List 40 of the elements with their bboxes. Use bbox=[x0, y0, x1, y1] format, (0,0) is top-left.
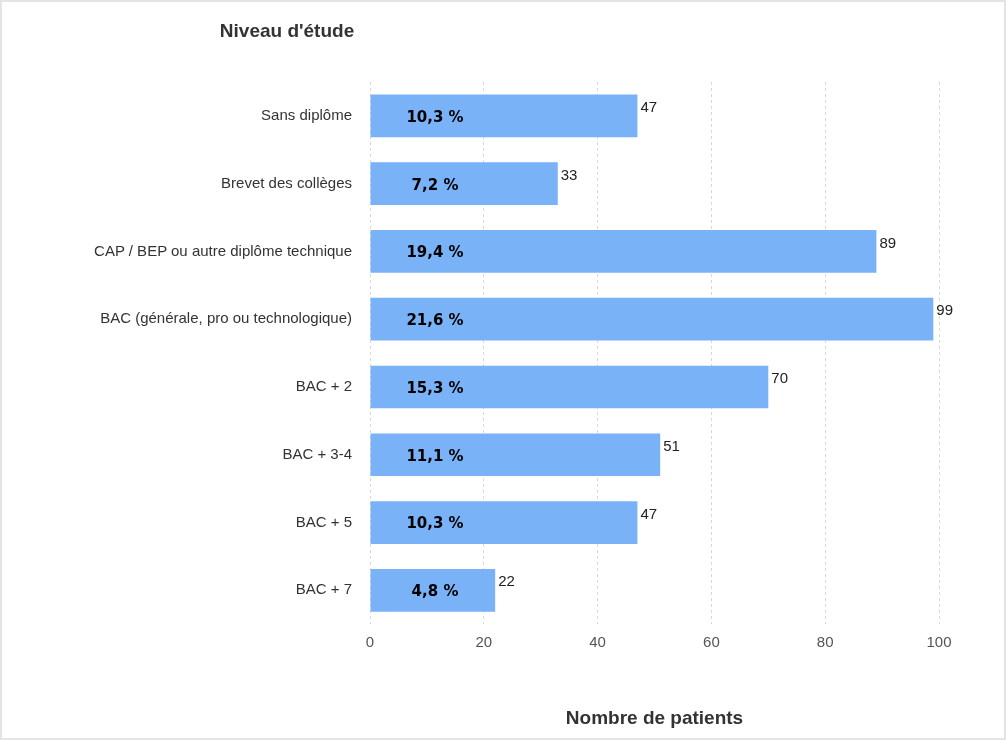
x-tick-label: 40 bbox=[589, 633, 606, 651]
x-tick-label: 60 bbox=[703, 633, 720, 651]
bar bbox=[370, 433, 661, 477]
x-tick-label: 0 bbox=[365, 633, 375, 651]
x-axis-title: Nombre de patients bbox=[565, 706, 744, 728]
x-tick-label: 100 bbox=[926, 633, 952, 651]
annotation: 4,8 % bbox=[411, 582, 459, 601]
bar bbox=[370, 365, 769, 409]
y-tick-label: Brevet des collèges bbox=[221, 173, 352, 191]
bar bbox=[370, 230, 877, 273]
bar bbox=[370, 501, 638, 544]
annotation: 21,6 % bbox=[406, 311, 464, 330]
x-tick-label: 80 bbox=[816, 633, 834, 651]
data-label: 51 bbox=[663, 436, 680, 454]
y-tick-label: BAC + 5 bbox=[295, 512, 352, 530]
bar bbox=[370, 568, 496, 612]
annotation: 11,1 % bbox=[406, 446, 464, 465]
annotation: 15,3 % bbox=[406, 378, 464, 397]
annotation: 19,4 % bbox=[406, 243, 464, 262]
data-label: 47 bbox=[640, 98, 658, 116]
data-label: 99 bbox=[936, 301, 953, 319]
bar bbox=[370, 94, 638, 138]
data-label: 47 bbox=[640, 504, 658, 522]
y-axis-title: Niveau d'étude bbox=[219, 20, 355, 42]
data-label: 70 bbox=[771, 369, 788, 387]
data-label: 89 bbox=[879, 233, 897, 251]
y-tick-label: BAC + 3-4 bbox=[282, 444, 352, 462]
annotation: 10,3 % bbox=[406, 514, 464, 533]
y-tick-label: BAC (générale, pro ou technologique) bbox=[100, 309, 352, 327]
y-tick-label: CAP / BEP ou autre diplôme technique bbox=[94, 241, 352, 259]
data-label: 22 bbox=[498, 572, 515, 590]
annotation: 10,3 % bbox=[406, 107, 464, 126]
y-tick-label: Sans diplôme bbox=[261, 106, 352, 124]
y-tick-label: BAC + 7 bbox=[295, 580, 352, 598]
x-tick-label: 20 bbox=[475, 633, 493, 651]
bar bbox=[370, 162, 558, 206]
annotation: 7,2 % bbox=[411, 175, 459, 194]
data-label: 33 bbox=[560, 165, 578, 183]
y-tick-label: BAC + 2 bbox=[295, 377, 352, 395]
bar bbox=[370, 297, 934, 341]
